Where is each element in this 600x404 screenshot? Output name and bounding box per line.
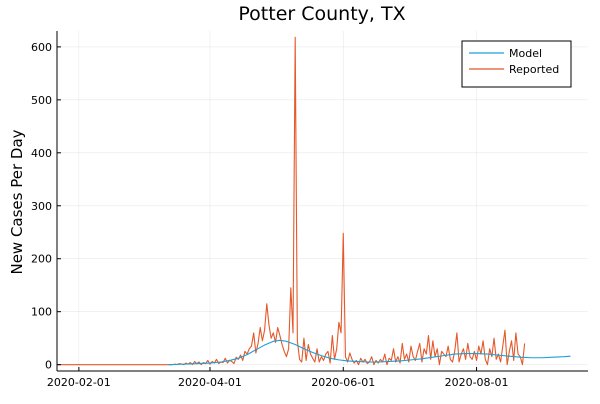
series-layer bbox=[57, 36, 571, 366]
series-line-reported bbox=[57, 36, 526, 366]
legend: Model Reported bbox=[461, 40, 572, 88]
y-tick-label: 500 bbox=[31, 94, 52, 107]
chart-title: Potter County, TX bbox=[238, 3, 405, 25]
legend-label-model: Model bbox=[509, 47, 542, 60]
axes-layer: 0 100 200 300 400 500 600 2020-02-01 2020-04-01 2… bbox=[31, 31, 588, 389]
y-tick-label: 0 bbox=[45, 359, 52, 372]
x-tick-label: 2020-04-01 bbox=[178, 376, 242, 389]
y-tick-label: 400 bbox=[31, 147, 52, 160]
y-tick-label: 300 bbox=[31, 200, 52, 213]
x-tick-label: 2020-08-01 bbox=[445, 376, 509, 389]
x-tick-label: 2020-02-01 bbox=[47, 376, 111, 389]
x-tick-label: 2020-06-01 bbox=[311, 376, 375, 389]
series-line-model bbox=[168, 339, 571, 366]
y-tick-label: 200 bbox=[31, 253, 52, 266]
legend-label-reported: Reported bbox=[509, 63, 559, 76]
grid-layer bbox=[57, 31, 588, 371]
y-axis-title: New Cases Per Day bbox=[8, 129, 26, 274]
y-tick-label: 600 bbox=[31, 41, 52, 54]
legend-box bbox=[461, 40, 572, 88]
y-tick-label: 100 bbox=[31, 306, 52, 319]
